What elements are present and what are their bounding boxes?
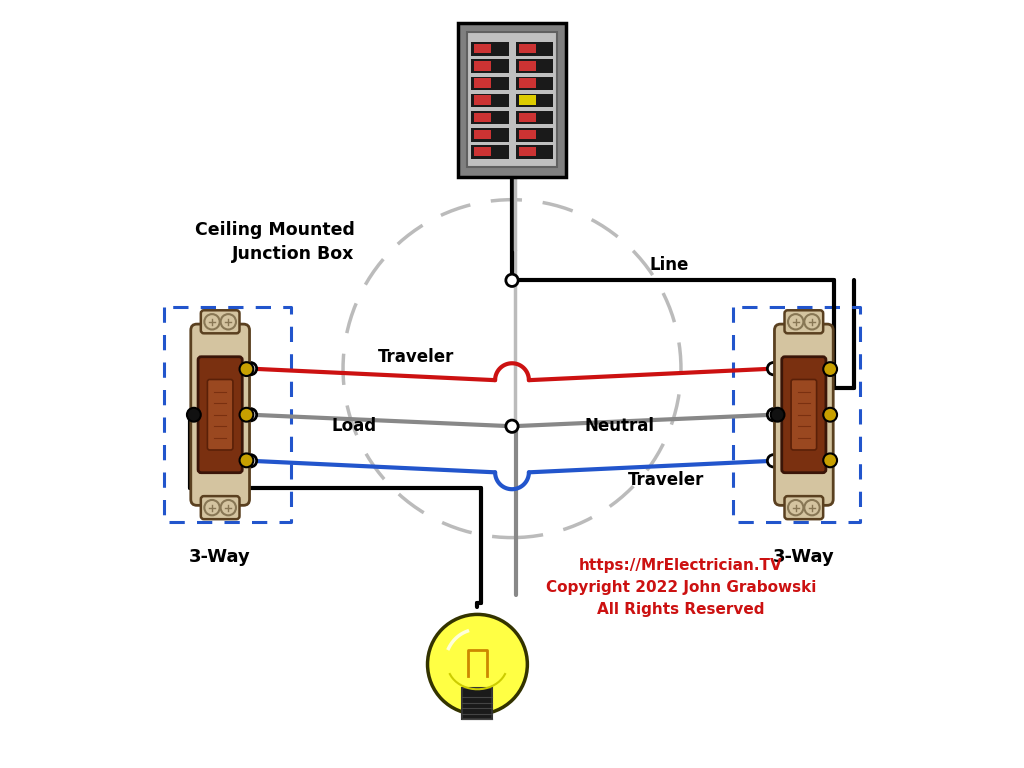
FancyBboxPatch shape xyxy=(784,496,823,519)
Circle shape xyxy=(767,362,779,375)
FancyBboxPatch shape xyxy=(201,496,240,519)
FancyBboxPatch shape xyxy=(190,324,250,505)
FancyBboxPatch shape xyxy=(516,59,553,73)
FancyBboxPatch shape xyxy=(473,112,492,122)
Text: Traveler: Traveler xyxy=(378,348,455,366)
Text: 3-Way: 3-Way xyxy=(773,548,835,566)
Circle shape xyxy=(187,408,201,422)
FancyBboxPatch shape xyxy=(473,95,492,104)
FancyBboxPatch shape xyxy=(471,128,509,141)
FancyBboxPatch shape xyxy=(201,310,240,333)
FancyBboxPatch shape xyxy=(518,147,536,156)
FancyBboxPatch shape xyxy=(471,94,509,108)
Circle shape xyxy=(788,314,804,329)
Circle shape xyxy=(245,409,257,421)
FancyBboxPatch shape xyxy=(518,130,536,139)
Circle shape xyxy=(804,500,819,515)
FancyBboxPatch shape xyxy=(518,95,536,104)
Text: 3-Way: 3-Way xyxy=(189,548,251,566)
Circle shape xyxy=(220,314,236,329)
FancyBboxPatch shape xyxy=(473,147,492,156)
Circle shape xyxy=(428,614,527,714)
FancyBboxPatch shape xyxy=(463,688,493,719)
FancyBboxPatch shape xyxy=(516,42,553,56)
FancyBboxPatch shape xyxy=(518,78,536,88)
FancyBboxPatch shape xyxy=(471,145,509,159)
Circle shape xyxy=(245,455,257,467)
Circle shape xyxy=(220,500,236,515)
FancyBboxPatch shape xyxy=(471,42,509,56)
Text: Load: Load xyxy=(332,417,377,435)
FancyBboxPatch shape xyxy=(471,59,509,73)
Circle shape xyxy=(240,408,253,422)
FancyBboxPatch shape xyxy=(784,310,823,333)
FancyBboxPatch shape xyxy=(473,44,492,54)
FancyBboxPatch shape xyxy=(516,145,553,159)
FancyBboxPatch shape xyxy=(774,324,834,505)
FancyBboxPatch shape xyxy=(473,130,492,139)
FancyBboxPatch shape xyxy=(471,77,509,91)
FancyBboxPatch shape xyxy=(518,112,536,122)
Circle shape xyxy=(823,408,837,422)
FancyBboxPatch shape xyxy=(459,23,565,177)
Circle shape xyxy=(804,314,819,329)
FancyBboxPatch shape xyxy=(781,356,826,473)
FancyBboxPatch shape xyxy=(516,77,553,91)
FancyBboxPatch shape xyxy=(471,111,509,124)
Circle shape xyxy=(245,362,257,375)
Text: Neutral: Neutral xyxy=(585,417,654,435)
FancyBboxPatch shape xyxy=(467,32,557,167)
FancyBboxPatch shape xyxy=(473,78,492,88)
Text: https://MrElectrician.TV
Copyright 2022 John Grabowski
All Rights Reserved: https://MrElectrician.TV Copyright 2022 … xyxy=(546,558,816,617)
Text: Traveler: Traveler xyxy=(628,471,703,489)
Circle shape xyxy=(823,362,837,376)
Circle shape xyxy=(240,453,253,467)
FancyBboxPatch shape xyxy=(518,61,536,71)
FancyBboxPatch shape xyxy=(208,379,232,450)
Circle shape xyxy=(506,274,518,286)
Text: Ceiling Mounted
Junction Box: Ceiling Mounted Junction Box xyxy=(195,221,354,263)
Circle shape xyxy=(506,420,518,432)
FancyBboxPatch shape xyxy=(516,128,553,141)
Circle shape xyxy=(788,500,804,515)
FancyBboxPatch shape xyxy=(518,44,536,54)
FancyBboxPatch shape xyxy=(473,61,492,71)
Circle shape xyxy=(240,362,253,376)
FancyBboxPatch shape xyxy=(516,111,553,124)
Circle shape xyxy=(205,500,220,515)
Circle shape xyxy=(823,453,837,467)
Text: Line: Line xyxy=(650,256,689,274)
Circle shape xyxy=(771,408,784,422)
FancyBboxPatch shape xyxy=(792,379,816,450)
FancyBboxPatch shape xyxy=(198,356,243,473)
Circle shape xyxy=(767,455,779,467)
Circle shape xyxy=(767,409,779,421)
Circle shape xyxy=(205,314,220,329)
FancyBboxPatch shape xyxy=(516,94,553,108)
